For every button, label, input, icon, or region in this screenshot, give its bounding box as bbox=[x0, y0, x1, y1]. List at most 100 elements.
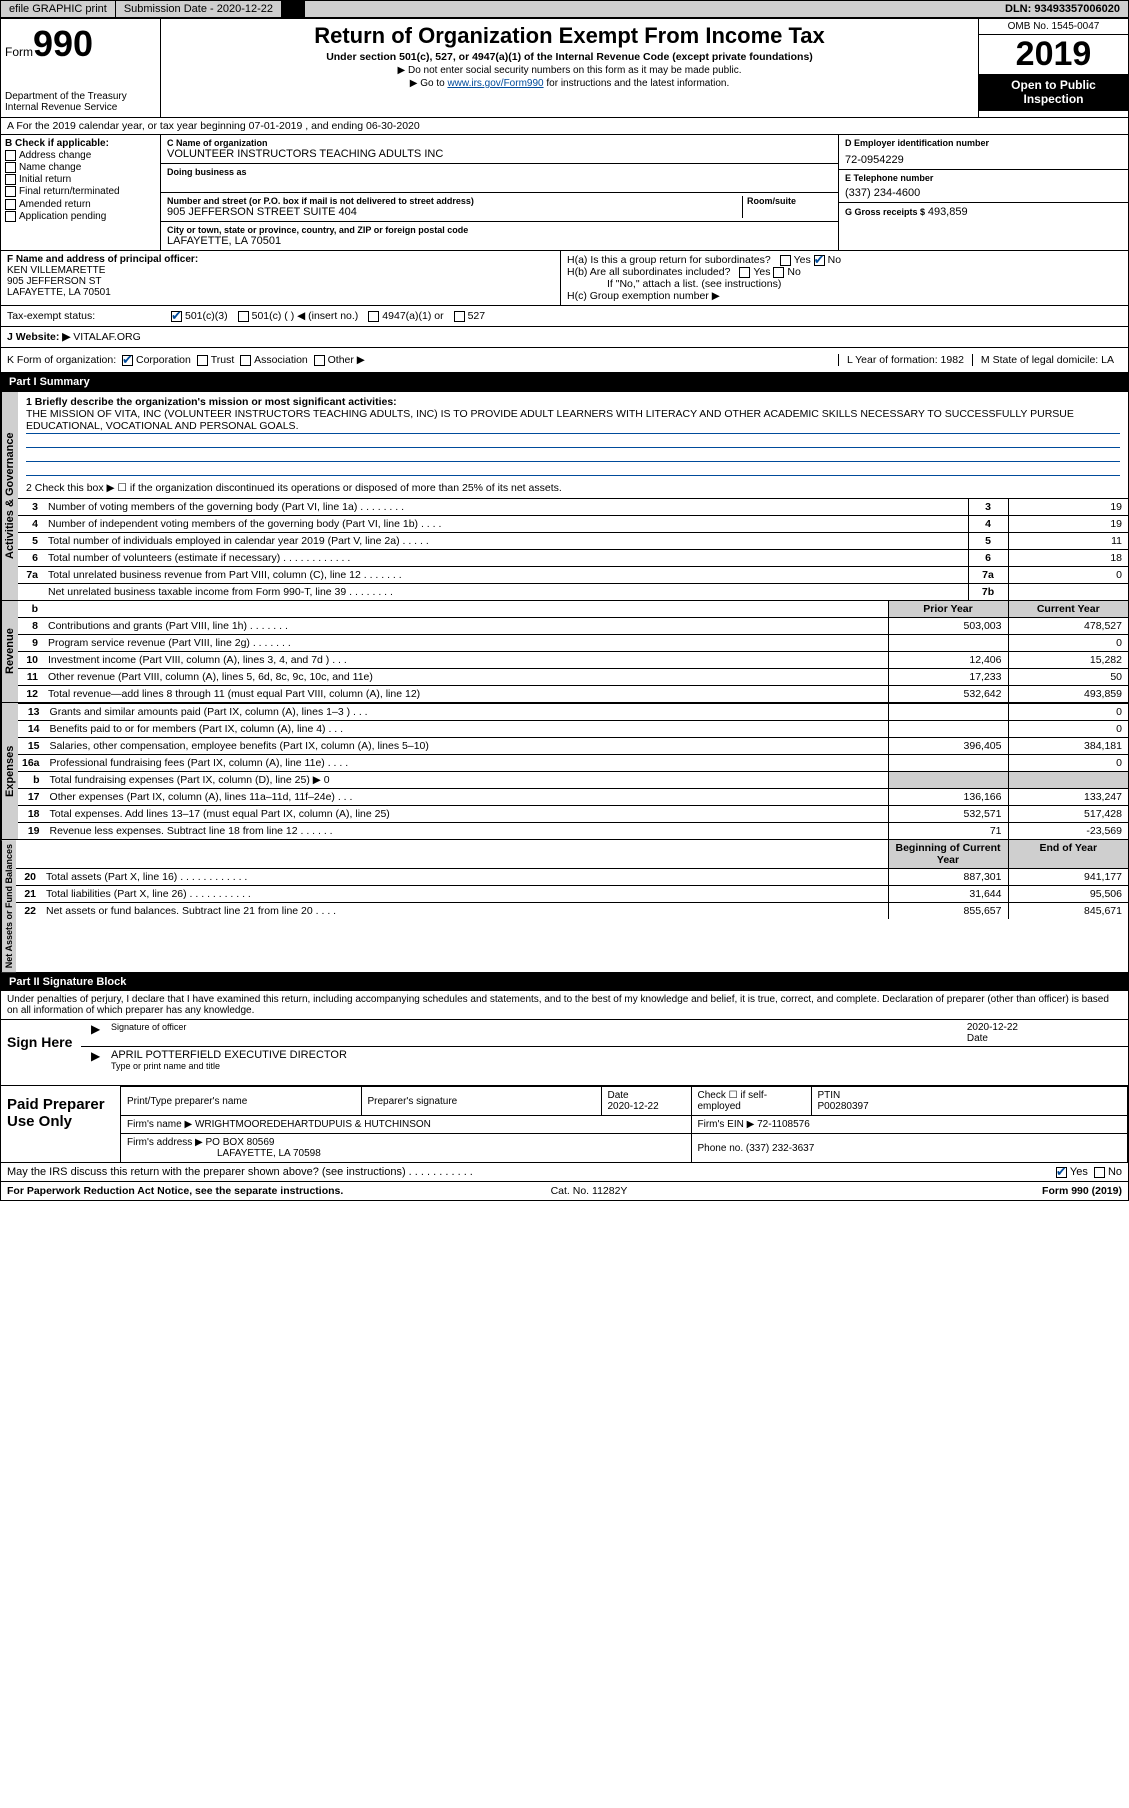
q2-label: 2 Check this box ▶ ☐ if the organization… bbox=[26, 482, 1120, 494]
city-label: City or town, state or province, country… bbox=[167, 225, 832, 235]
form-number: 990 bbox=[33, 23, 93, 64]
ein-value: 72-0954229 bbox=[845, 154, 1122, 166]
discuss-yes-checkbox[interactable] bbox=[1056, 1167, 1067, 1178]
4947-checkbox[interactable] bbox=[368, 311, 379, 322]
corp-checkbox[interactable] bbox=[122, 355, 133, 366]
table-row: Net unrelated business taxable income fr… bbox=[18, 584, 1128, 601]
year-formation: L Year of formation: 1982 bbox=[838, 354, 972, 366]
part1-header: Part I Summary bbox=[1, 372, 1128, 391]
box-h: H(a) Is this a group return for subordin… bbox=[561, 251, 1128, 305]
form-title: Return of Organization Exempt From Incom… bbox=[165, 23, 974, 49]
netassets-block: Net Assets or Fund Balances Beginning of… bbox=[1, 839, 1128, 972]
table-row: 8Contributions and grants (Part VIII, li… bbox=[18, 618, 1128, 635]
table-row: 18Total expenses. Add lines 13–17 (must … bbox=[18, 806, 1128, 823]
begin-year-header: Beginning of Current Year bbox=[888, 840, 1008, 869]
instructions-link[interactable]: www.irs.gov/Form990 bbox=[447, 78, 543, 89]
table-row: 14Benefits paid to or for members (Part … bbox=[18, 721, 1128, 738]
form-label: Form bbox=[5, 45, 33, 59]
discuss-row: May the IRS discuss this return with the… bbox=[1, 1162, 1128, 1181]
table-row: 21Total liabilities (Part X, line 26) . … bbox=[16, 886, 1128, 903]
netassets-table: Beginning of Current YearEnd of Year 20T… bbox=[16, 840, 1128, 919]
row-f-h: F Name and address of principal officer:… bbox=[1, 250, 1128, 305]
top-toolbar: efile GRAPHIC print Submission Date - 20… bbox=[0, 0, 1129, 18]
table-row: 12Total revenue—add lines 8 through 11 (… bbox=[18, 686, 1128, 703]
table-row: 3Number of voting members of the governi… bbox=[18, 499, 1128, 516]
table-row: 6Total number of volunteers (estimate if… bbox=[18, 550, 1128, 567]
checkbox-amended-return[interactable]: Amended return bbox=[5, 199, 156, 210]
website-row: J Website: ▶ VITALAF.ORG bbox=[1, 326, 1128, 347]
hb-no-checkbox[interactable] bbox=[773, 267, 784, 278]
governance-table: 3Number of voting members of the governi… bbox=[18, 498, 1128, 600]
checkbox-final-return-terminated[interactable]: Final return/terminated bbox=[5, 186, 156, 197]
form-subtitle: Under section 501(c), 527, or 4947(a)(1)… bbox=[165, 51, 974, 63]
discuss-no-checkbox[interactable] bbox=[1094, 1167, 1105, 1178]
501c3-checkbox[interactable] bbox=[171, 311, 182, 322]
current-year-header: Current Year bbox=[1008, 601, 1128, 618]
ptin-value: P00280397 bbox=[818, 1101, 869, 1112]
f-label: F Name and address of principal officer: bbox=[7, 254, 554, 265]
row-a: A For the 2019 calendar year, or tax yea… bbox=[1, 117, 1128, 134]
table-row: 22Net assets or fund balances. Subtract … bbox=[16, 903, 1128, 920]
declaration-text: Under penalties of perjury, I declare th… bbox=[1, 991, 1128, 1019]
website-label: J Website: ▶ bbox=[7, 331, 70, 343]
officer-city: LAFAYETTE, LA 70501 bbox=[7, 287, 554, 298]
box-b-title: B Check if applicable: bbox=[5, 138, 156, 149]
q1-label: 1 Briefly describe the organization's mi… bbox=[26, 396, 1120, 408]
print-name-header: Print/Type preparer's name bbox=[121, 1087, 361, 1116]
table-row: 17Other expenses (Part IX, column (A), l… bbox=[18, 789, 1128, 806]
part2-header: Part II Signature Block bbox=[1, 972, 1128, 991]
ha-yes-checkbox[interactable] bbox=[780, 255, 791, 266]
k-label: K Form of organization: bbox=[7, 354, 116, 366]
assoc-checkbox[interactable] bbox=[240, 355, 251, 366]
name-label: C Name of organization bbox=[167, 138, 832, 148]
ha-label: H(a) Is this a group return for subordin… bbox=[567, 254, 771, 266]
box-b: B Check if applicable: Address changeNam… bbox=[1, 135, 161, 250]
room-label: Room/suite bbox=[747, 196, 832, 206]
box-c: C Name of organization VOLUNTEER INSTRUC… bbox=[161, 135, 838, 250]
revenue-table: bPrior YearCurrent Year 8Contributions a… bbox=[18, 601, 1128, 702]
row-k: K Form of organization: Corporation Trus… bbox=[1, 347, 1128, 372]
header-left: Form990 Department of the Treasury Inter… bbox=[1, 19, 161, 117]
table-row: 9Program service revenue (Part VIII, lin… bbox=[18, 635, 1128, 652]
revenue-tab: Revenue bbox=[1, 601, 18, 702]
hc-label: H(c) Group exemption number ▶ bbox=[567, 290, 1122, 302]
paid-preparer-block: Paid Preparer Use Only Print/Type prepar… bbox=[1, 1085, 1128, 1162]
expenses-block: Expenses 13Grants and similar amounts pa… bbox=[1, 702, 1128, 839]
checkbox-address-change[interactable]: Address change bbox=[5, 150, 156, 161]
501c-checkbox[interactable] bbox=[238, 311, 249, 322]
gross-value: 493,859 bbox=[928, 206, 968, 218]
state-domicile: M State of legal domicile: LA bbox=[972, 354, 1122, 366]
officer-name: KEN VILLEMARETTE bbox=[7, 265, 554, 276]
right-boxes: D Employer identification number 72-0954… bbox=[838, 135, 1128, 250]
tax-year: 2019 bbox=[979, 35, 1128, 74]
form-footer: Form 990 (2019) bbox=[1042, 1185, 1122, 1197]
activities-tab: Activities & Governance bbox=[1, 392, 18, 600]
self-employed-check[interactable]: Check ☐ if self-employed bbox=[691, 1087, 811, 1116]
pra-notice: For Paperwork Reduction Act Notice, see … bbox=[7, 1185, 343, 1197]
submit-button[interactable] bbox=[282, 1, 305, 17]
527-checkbox[interactable] bbox=[454, 311, 465, 322]
hb-note: If "No," attach a list. (see instruction… bbox=[567, 278, 1122, 290]
checkbox-application-pending[interactable]: Application pending bbox=[5, 211, 156, 222]
org-name: VOLUNTEER INSTRUCTORS TEACHING ADULTS IN… bbox=[167, 148, 832, 160]
phone-value: (337) 234-4600 bbox=[845, 187, 1122, 199]
ha-no-checkbox[interactable] bbox=[814, 255, 825, 266]
mission-text: THE MISSION OF VITA, INC (VOLUNTEER INST… bbox=[26, 408, 1120, 434]
ein-label: D Employer identification number bbox=[845, 138, 1122, 148]
expenses-table: 13Grants and similar amounts paid (Part … bbox=[18, 703, 1128, 839]
paid-label: Paid Preparer Use Only bbox=[1, 1086, 121, 1162]
checkbox-name-change[interactable]: Name change bbox=[5, 162, 156, 173]
expenses-tab: Expenses bbox=[1, 703, 18, 839]
other-checkbox[interactable] bbox=[314, 355, 325, 366]
officer-signature-line[interactable]: Signature of officer 2020-12-22Date bbox=[81, 1020, 1128, 1047]
end-year-header: End of Year bbox=[1008, 840, 1128, 869]
checkbox-initial-return[interactable]: Initial return bbox=[5, 174, 156, 185]
box-f: F Name and address of principal officer:… bbox=[1, 251, 561, 305]
header-row: Form990 Department of the Treasury Inter… bbox=[1, 19, 1128, 117]
prep-sig-header: Preparer's signature bbox=[361, 1087, 601, 1116]
table-row: bTotal fundraising expenses (Part IX, co… bbox=[18, 772, 1128, 789]
firm-phone: (337) 232-3637 bbox=[746, 1143, 814, 1154]
trust-checkbox[interactable] bbox=[197, 355, 208, 366]
website-value: VITALAF.ORG bbox=[73, 331, 141, 343]
hb-yes-checkbox[interactable] bbox=[739, 267, 750, 278]
